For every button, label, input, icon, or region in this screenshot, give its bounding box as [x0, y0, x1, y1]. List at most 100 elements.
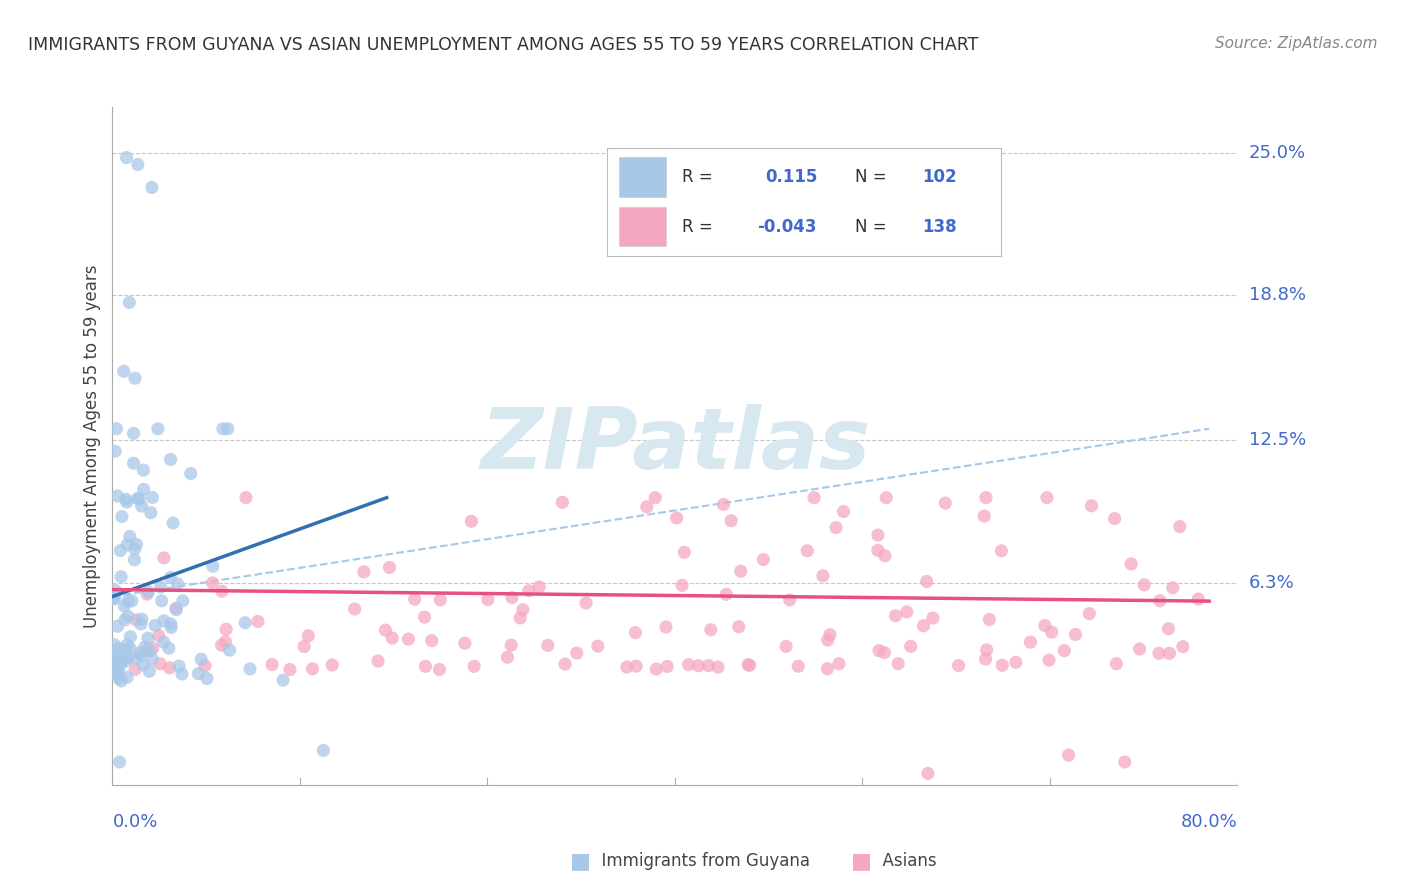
Point: [105, 422, 128, 436]
Point: [235, 491, 257, 505]
Point: [136, 631, 159, 645]
Point: [212, 422, 235, 436]
Point: [105, 653, 128, 667]
Point: [1057, 748, 1080, 763]
Text: 0.115: 0.115: [765, 168, 817, 186]
Point: [122, 456, 145, 470]
Point: [104, 444, 127, 458]
Text: Immigrants from Guyana: Immigrants from Guyana: [591, 852, 810, 870]
Point: [214, 634, 236, 648]
Point: [974, 491, 997, 505]
Point: [645, 662, 668, 676]
Point: [150, 594, 173, 608]
Point: [517, 583, 540, 598]
Point: [825, 521, 848, 535]
Point: [353, 565, 375, 579]
Point: [107, 489, 129, 503]
Point: [896, 605, 918, 619]
Point: [157, 641, 180, 656]
Point: [112, 599, 135, 613]
Point: [187, 666, 209, 681]
Point: [124, 651, 146, 665]
Point: [429, 663, 451, 677]
Point: [873, 646, 896, 660]
Point: [103, 654, 125, 668]
Point: [575, 596, 598, 610]
Point: [697, 658, 720, 673]
Text: Asians: Asians: [872, 852, 936, 870]
Point: [787, 659, 810, 673]
Point: [815, 662, 838, 676]
Point: [132, 483, 155, 497]
Point: [121, 594, 143, 608]
Point: [1129, 642, 1152, 657]
Point: [159, 616, 181, 631]
Point: [122, 426, 145, 441]
Point: [527, 580, 550, 594]
Point: [124, 371, 146, 385]
Point: [132, 463, 155, 477]
Point: [233, 615, 256, 630]
Point: [1171, 640, 1194, 654]
Point: [912, 619, 935, 633]
Point: [292, 640, 315, 654]
Point: [239, 662, 262, 676]
Point: [655, 620, 678, 634]
Point: [124, 542, 146, 557]
Point: [105, 665, 128, 679]
Point: [657, 659, 679, 673]
Point: [103, 648, 125, 662]
Point: [297, 629, 319, 643]
Point: [321, 658, 343, 673]
Point: [367, 654, 389, 668]
Text: N =: N =: [855, 168, 887, 186]
Point: [716, 587, 738, 601]
Point: [118, 640, 141, 655]
Point: [211, 584, 233, 599]
Point: [374, 623, 396, 637]
Point: [138, 644, 160, 658]
Point: [118, 295, 141, 310]
Point: [115, 654, 138, 668]
Point: [1133, 578, 1156, 592]
Point: [124, 662, 146, 676]
Point: [104, 588, 127, 602]
Point: [194, 658, 217, 673]
Point: [991, 658, 1014, 673]
Point: [730, 564, 752, 578]
Point: [190, 652, 212, 666]
Point: [460, 514, 482, 528]
Text: 6.3%: 6.3%: [1249, 574, 1295, 591]
Point: [132, 657, 155, 672]
Point: [117, 609, 139, 624]
Point: [166, 577, 188, 591]
Point: [1033, 618, 1056, 632]
Point: [136, 587, 159, 601]
Point: [973, 509, 995, 524]
Point: [107, 671, 129, 685]
Point: [616, 660, 638, 674]
Point: [537, 639, 560, 653]
Point: [779, 592, 801, 607]
Point: [636, 500, 658, 514]
Point: [948, 658, 970, 673]
Point: [979, 613, 1001, 627]
Point: [246, 615, 269, 629]
Point: [180, 467, 202, 481]
Text: 102: 102: [922, 168, 957, 186]
Point: [501, 638, 523, 652]
Point: [114, 613, 136, 627]
Point: [990, 544, 1012, 558]
Point: [900, 640, 922, 654]
Point: [1161, 581, 1184, 595]
Point: [110, 570, 132, 584]
Point: [737, 657, 759, 672]
Point: [738, 658, 761, 673]
Point: [128, 491, 150, 506]
Point: [117, 650, 139, 665]
Point: [413, 610, 436, 624]
Point: [477, 592, 499, 607]
Point: [378, 560, 401, 574]
Point: [195, 672, 218, 686]
Point: [160, 620, 183, 634]
